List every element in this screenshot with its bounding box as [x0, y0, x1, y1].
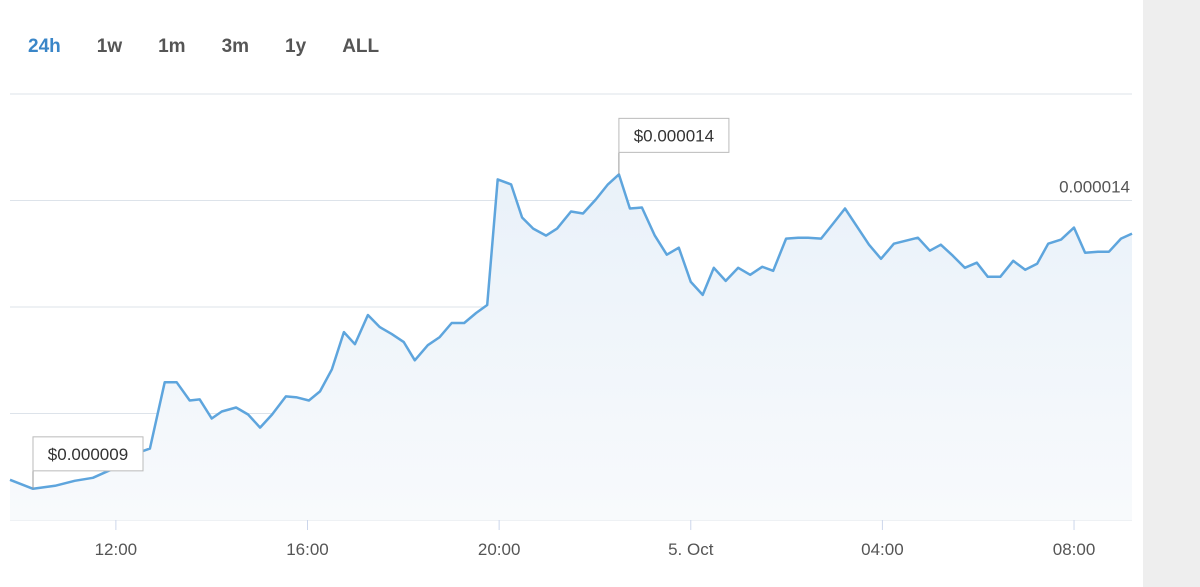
annotation-label: $0.000014 [634, 126, 714, 145]
side-panel [1143, 0, 1200, 587]
annotation-label: $0.000009 [48, 445, 128, 464]
range-tabs: 24h 1w 1m 3m 1y ALL [28, 36, 415, 58]
annotation-box [32, 436, 144, 472]
x-tick-label: 5. Oct [668, 540, 714, 559]
x-tick-label: 08:00 [1053, 540, 1096, 559]
x-tick-label: 16:00 [286, 540, 329, 559]
range-tab[interactable]: 1m [158, 36, 186, 57]
range-tab[interactable]: 3m [221, 36, 250, 57]
x-tick-label: 12:00 [95, 540, 138, 559]
area-fill [10, 174, 1132, 520]
price-line [9, 173, 1133, 491]
range-tab[interactable]: 1y [285, 36, 307, 57]
range-tab[interactable]: ALL [342, 36, 380, 57]
range-tab[interactable]: 1w [96, 36, 123, 57]
y-tick-label: 0.000014 [1059, 178, 1130, 197]
x-tick-label: 04:00 [861, 540, 904, 559]
x-tick-label: 20:00 [478, 540, 521, 559]
chart: 0.0000080.000010.0000120.00001412:0016:0… [9, 93, 1133, 559]
range-tab[interactable]: 24h [28, 36, 61, 57]
annotation-box [618, 117, 730, 153]
